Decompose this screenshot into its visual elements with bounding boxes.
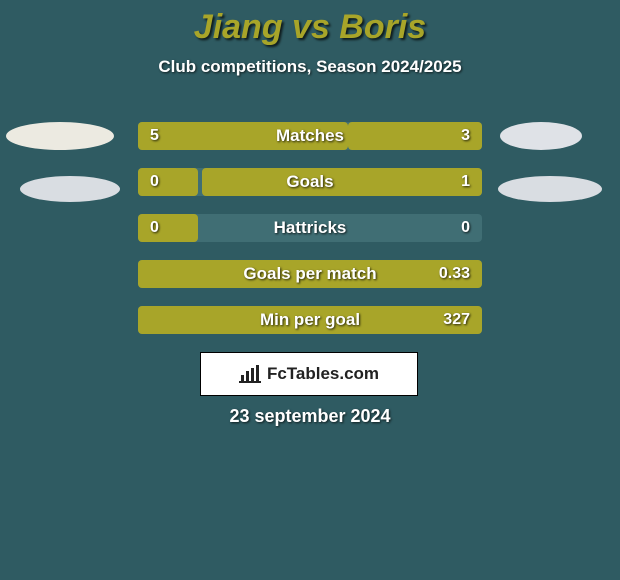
- bar-track: [138, 122, 482, 150]
- stat-row: Goals per match0.33: [0, 260, 620, 288]
- bar-fill-left: [138, 260, 482, 288]
- bar-fill-right: [202, 168, 482, 196]
- page-title: Jiang vs Boris: [0, 0, 620, 47]
- bar-fill-left: [138, 122, 348, 150]
- comparison-stage: Jiang vs Boris Club competitions, Season…: [0, 0, 620, 580]
- bar-track: [138, 214, 482, 242]
- team-emblem: [6, 122, 114, 150]
- team-emblem: [498, 176, 602, 202]
- bar-track: [138, 168, 482, 196]
- site-logo[interactable]: FcTables.com: [200, 352, 418, 396]
- stat-row: Hattricks00: [0, 214, 620, 242]
- bar-track: [138, 260, 482, 288]
- page-subtitle: Club competitions, Season 2024/2025: [0, 57, 620, 77]
- team-emblem: [20, 176, 120, 202]
- bar-fill-left: [138, 214, 198, 242]
- comparison-rows: Matches53Goals01Hattricks00Goals per mat…: [0, 122, 620, 352]
- bar-track: [138, 306, 482, 334]
- team-emblem: [500, 122, 582, 150]
- date-label: 23 september 2024: [0, 406, 620, 427]
- stat-row: Min per goal327: [0, 306, 620, 334]
- bar-chart-icon: [239, 365, 261, 383]
- bar-fill-right: [348, 122, 482, 150]
- bar-fill-left: [138, 168, 198, 196]
- bar-fill-left: [138, 306, 482, 334]
- logo-text: FcTables.com: [267, 364, 379, 384]
